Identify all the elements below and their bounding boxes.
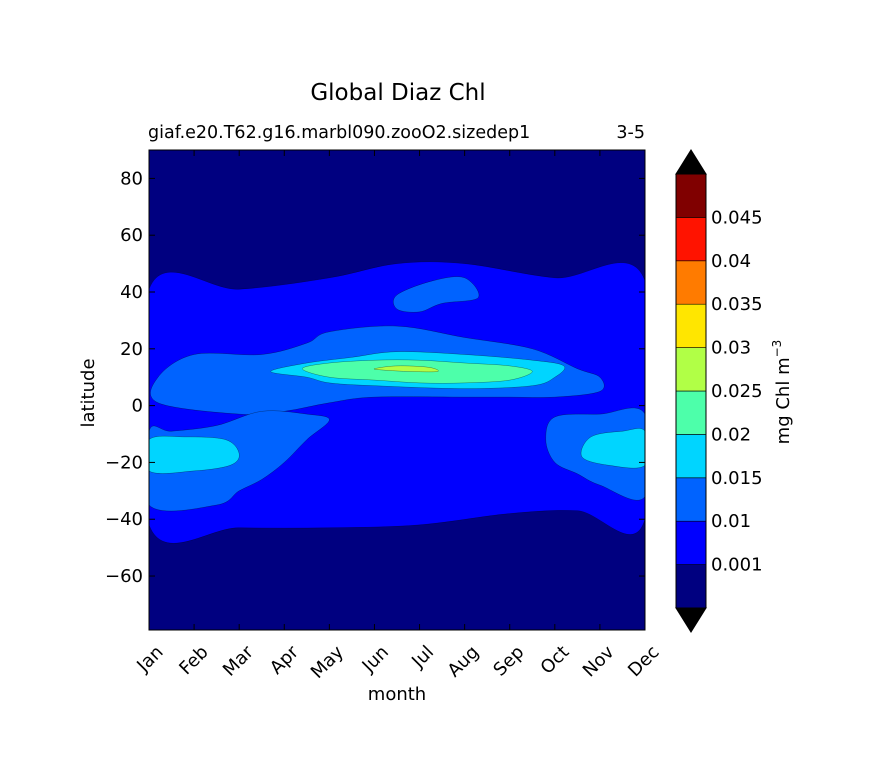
y-tick-label: 60 <box>120 225 143 246</box>
colorbar-segment <box>675 260 707 305</box>
colorbar-tick-label: 0.02 <box>711 424 751 445</box>
colorbar-segment <box>675 477 707 522</box>
x-tick-label: Feb <box>175 642 212 679</box>
colorbar-tick-label: 0.035 <box>711 294 763 315</box>
y-tick-label: 40 <box>120 282 143 303</box>
colorbar-segment <box>675 173 707 218</box>
chart-title: Global Diaz Chl <box>310 80 485 106</box>
contour-region-3 <box>149 410 330 512</box>
colorbar-tick-label: 0.045 <box>711 207 763 228</box>
colorbar-extend-over <box>675 149 707 175</box>
x-tick-label: Dec <box>624 642 663 681</box>
colorbar-segment <box>675 217 707 262</box>
y-tick-label: 80 <box>120 168 143 189</box>
colorbar-extend-under <box>675 607 707 633</box>
y-axis-label: latitude <box>78 358 99 427</box>
colorbar-segment <box>675 434 707 479</box>
colorbar-tick-label: 0.03 <box>711 338 751 359</box>
colorbar-label-superscript: −3 <box>770 340 784 358</box>
colorbar-tick-label: 0.01 <box>711 511 751 532</box>
contour-region-0 <box>149 261 645 544</box>
colorbar-segment <box>675 564 707 609</box>
y-tick-label: −20 <box>105 452 143 473</box>
y-tick-label: −60 <box>105 566 143 587</box>
x-tick-label: Sep <box>489 642 528 681</box>
chart-subtitle-right: 3-5 <box>616 123 645 143</box>
colorbar-label-text: mg Chl m <box>773 357 794 444</box>
x-axis-label: month <box>368 684 426 705</box>
colorbar-segment <box>675 390 707 435</box>
x-tick-label: Mar <box>219 641 258 680</box>
y-tick-label: 0 <box>132 396 143 417</box>
chart-subtitle-left: giaf.e20.T62.g16.marbl090.zooO2.sizedep1 <box>148 123 530 143</box>
colorbar-segment <box>675 303 707 348</box>
x-tick-label: Aug <box>444 642 484 682</box>
contour-region-2 <box>393 276 480 313</box>
colorbar-tick-label: 0.025 <box>711 381 763 402</box>
contour-region-7 <box>580 428 645 469</box>
colorbar: 0.001 0.01 0.015 0.02 0.025 0.03 0.035 0.04 0.04… <box>675 149 763 633</box>
plot-frame <box>148 149 646 631</box>
contour-region-9 <box>373 365 439 373</box>
x-tick-label: May <box>307 641 348 682</box>
x-tick-label: Nov <box>579 641 619 681</box>
x-tick-label: Jul <box>407 642 438 673</box>
colorbar-tick-label: 0.04 <box>711 251 751 272</box>
colorbar-tick-label: 0.015 <box>711 468 763 489</box>
y-axis: 80 60 40 20 0 −20 −40 −60 <box>105 168 645 587</box>
colorbar-segment <box>675 347 707 392</box>
y-tick-label: −40 <box>105 509 143 530</box>
colorbar-tick-label: 0.001 <box>711 555 763 576</box>
colorbar-label: mg Chl m−3 <box>770 340 794 445</box>
contour-region-6 <box>149 435 240 474</box>
colorbar-segment <box>675 520 707 565</box>
x-tick-label: Apr <box>266 641 303 678</box>
colorbar-frame <box>675 173 707 609</box>
x-tick-label: Oct <box>537 642 574 679</box>
y-tick-label: 20 <box>120 339 143 360</box>
contour-regions <box>149 261 645 544</box>
x-tick-label: Jan <box>132 642 167 677</box>
x-tick-label: Jun <box>358 642 393 677</box>
